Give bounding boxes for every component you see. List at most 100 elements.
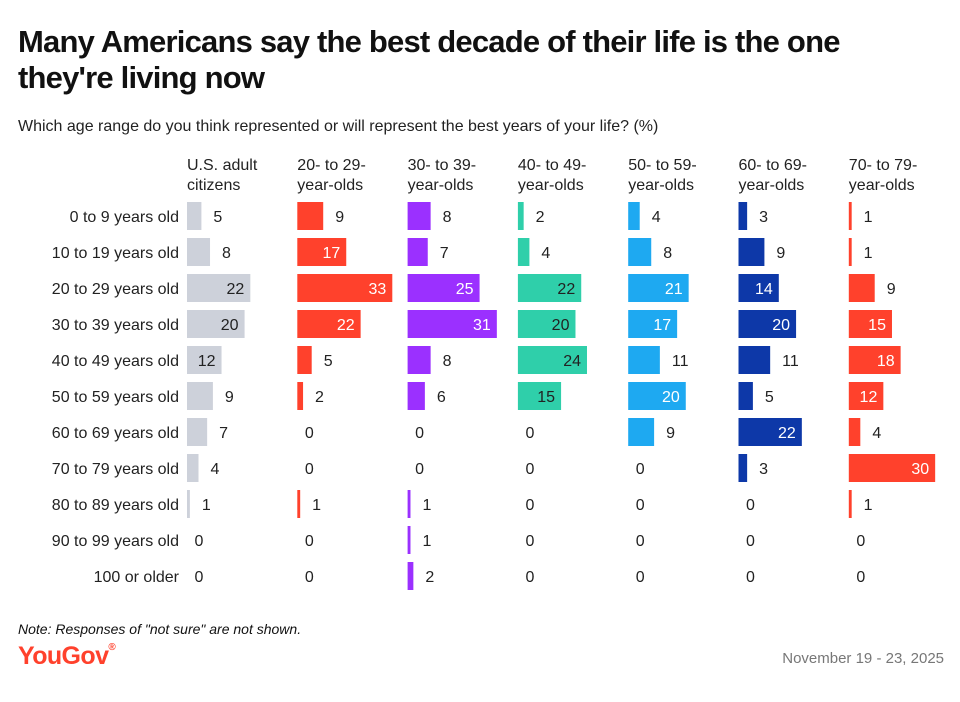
category-label: 30 to 39 years old (52, 317, 179, 334)
series-header: 40- to 49- (518, 157, 586, 174)
data-label: 1 (864, 209, 873, 226)
bar (297, 382, 304, 410)
survey-date: November 19 - 23, 2025 (782, 650, 944, 667)
bar (628, 346, 660, 374)
bar (407, 346, 431, 374)
data-label: 0 (636, 569, 645, 586)
bar (407, 382, 425, 410)
data-label: 1 (422, 533, 431, 550)
data-label: 24 (563, 353, 581, 370)
chart-note: Note: Responses of "not sure" are not sh… (18, 621, 302, 637)
bar (297, 274, 393, 302)
data-label: 17 (653, 317, 671, 334)
data-label: 1 (202, 497, 211, 514)
data-label: 11 (782, 353, 799, 370)
category-label: 10 to 19 years old (52, 245, 179, 262)
data-label: 0 (746, 497, 755, 514)
data-label: 2 (315, 389, 324, 406)
data-label: 4 (872, 425, 881, 442)
bar (848, 274, 875, 302)
data-label: 0 (856, 569, 865, 586)
bar (517, 310, 576, 338)
bar (517, 274, 582, 302)
logo-text: YouGov (18, 642, 109, 670)
data-label: 0 (636, 497, 645, 514)
data-label: 0 (305, 461, 314, 478)
data-label: 0 (856, 533, 865, 550)
data-label: 1 (422, 497, 431, 514)
bar (848, 202, 852, 230)
bar (738, 346, 771, 374)
bar (187, 346, 222, 374)
data-label: 15 (868, 317, 886, 334)
bar (628, 238, 652, 266)
bar (187, 310, 245, 338)
data-label: 0 (305, 533, 314, 550)
bar (187, 382, 213, 410)
data-label: 22 (557, 281, 575, 298)
bar (297, 346, 312, 374)
data-label: 2 (425, 569, 434, 586)
bar (628, 202, 640, 230)
bar (407, 526, 411, 554)
data-label: 22 (337, 317, 355, 334)
data-label: 0 (525, 425, 534, 442)
data-label: 0 (746, 569, 755, 586)
data-label: 3 (759, 461, 768, 478)
data-label: 0 (636, 533, 645, 550)
data-label: 0 (195, 569, 204, 586)
bar (407, 238, 428, 266)
bar (517, 382, 562, 410)
bar (628, 418, 655, 446)
bar (848, 454, 936, 482)
data-label: 0 (525, 461, 534, 478)
category-label: 60 to 69 years old (52, 425, 179, 442)
data-label: 0 (525, 569, 534, 586)
series-header: 20- to 29- (297, 157, 365, 174)
data-label: 5 (324, 353, 333, 370)
bar (848, 346, 901, 374)
data-label: 7 (440, 245, 449, 262)
data-label: 0 (195, 533, 204, 550)
bar (628, 274, 689, 302)
bar (297, 202, 324, 230)
data-label: 12 (198, 353, 216, 370)
data-label: 31 (473, 317, 491, 334)
data-label: 25 (456, 281, 474, 298)
category-label: 40 to 49 years old (52, 353, 179, 370)
data-label: 33 (369, 281, 387, 298)
data-label: 14 (755, 281, 773, 298)
bar (628, 310, 678, 338)
data-label: 18 (877, 353, 895, 370)
data-label: 9 (776, 245, 785, 262)
data-label: 4 (211, 461, 220, 478)
data-label: 22 (227, 281, 245, 298)
data-label: 0 (305, 569, 314, 586)
logo-registered-mark: ® (108, 642, 116, 653)
bar (848, 382, 884, 410)
series-header: 50- to 59- (628, 157, 696, 174)
data-label: 0 (415, 425, 424, 442)
bar (187, 274, 251, 302)
data-label: 9 (887, 281, 896, 298)
bar (738, 310, 797, 338)
category-label: 100 or older (94, 569, 180, 586)
bar (738, 454, 748, 482)
data-label: 1 (864, 245, 873, 262)
series-header: 30- to 39- (408, 157, 476, 174)
bar (738, 382, 753, 410)
data-label: 9 (666, 425, 675, 442)
bar (407, 310, 497, 338)
data-label: 20 (552, 317, 570, 334)
data-label: 3 (759, 209, 768, 226)
bar (187, 490, 190, 518)
data-label: 9 (335, 209, 344, 226)
data-label: 0 (525, 533, 534, 550)
series-header: year-olds (628, 177, 694, 194)
series-header: year-olds (739, 177, 805, 194)
series-header: year-olds (518, 177, 584, 194)
series-header: U.S. adult (187, 157, 258, 174)
series-header: 70- to 79- (849, 157, 917, 174)
bar (297, 310, 361, 338)
data-label: 20 (221, 317, 239, 334)
